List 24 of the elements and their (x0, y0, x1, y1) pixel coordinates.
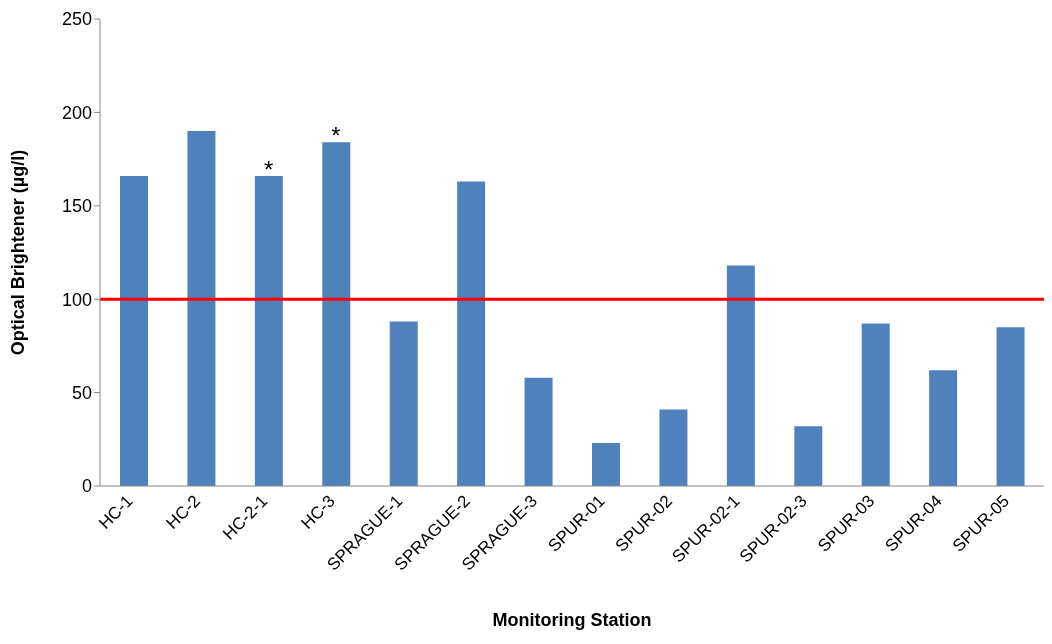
y-tick-label: 250 (61, 9, 92, 30)
bar (322, 142, 351, 486)
annotation: * (263, 155, 274, 183)
annotation: * (331, 122, 341, 150)
bar (254, 175, 283, 486)
bar (861, 323, 890, 486)
y-tick-label: 200 (61, 102, 92, 123)
y-tick-label: 0 (81, 476, 92, 497)
bar (187, 131, 216, 486)
y-axis-title: Optical Brightener (µg/l) (8, 149, 29, 356)
bar (726, 265, 755, 486)
y-tick-label: 150 (61, 196, 92, 217)
bar (120, 175, 148, 486)
bar (457, 181, 486, 486)
bar (592, 443, 620, 486)
bar (996, 327, 1025, 486)
bar (659, 409, 688, 486)
x-axis-title: Monitoring Station (492, 610, 652, 630)
y-tick-label: 100 (61, 289, 92, 310)
bar (524, 377, 553, 486)
y-tick-label: 50 (71, 382, 92, 403)
bar (794, 426, 823, 486)
bar (389, 321, 418, 486)
bar (929, 370, 958, 486)
